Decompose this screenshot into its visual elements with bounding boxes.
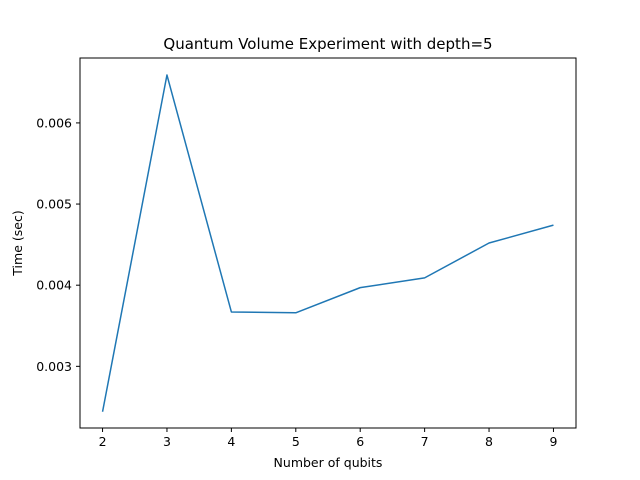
x-tick-label: 4 <box>227 434 235 449</box>
series-line <box>101 74 554 412</box>
y-tick-label: 0.005 <box>36 197 72 212</box>
y-tick-label: 0.006 <box>36 115 72 130</box>
x-tick-label: 3 <box>163 434 171 449</box>
series-layer <box>101 74 554 412</box>
x-axis-label: Number of qubits <box>274 455 383 470</box>
x-tick-label: 7 <box>421 434 429 449</box>
x-tick-label: 9 <box>549 434 557 449</box>
ticks-layer: 2 3 4 5 6 7 8 9 0.003 0.004 0.005 0.006 <box>36 115 557 449</box>
plot-frame <box>79 57 577 429</box>
y-axis-label: Time (sec) <box>10 210 25 276</box>
x-tick-label: 6 <box>356 434 364 449</box>
chart-title: Quantum Volume Experiment with depth=5 <box>163 35 492 53</box>
x-tick-label: 5 <box>292 434 300 449</box>
x-tick-label: 8 <box>485 434 493 449</box>
x-tick-label: 2 <box>99 434 107 449</box>
y-tick-label: 0.004 <box>36 278 72 293</box>
y-tick-label: 0.003 <box>36 359 72 374</box>
